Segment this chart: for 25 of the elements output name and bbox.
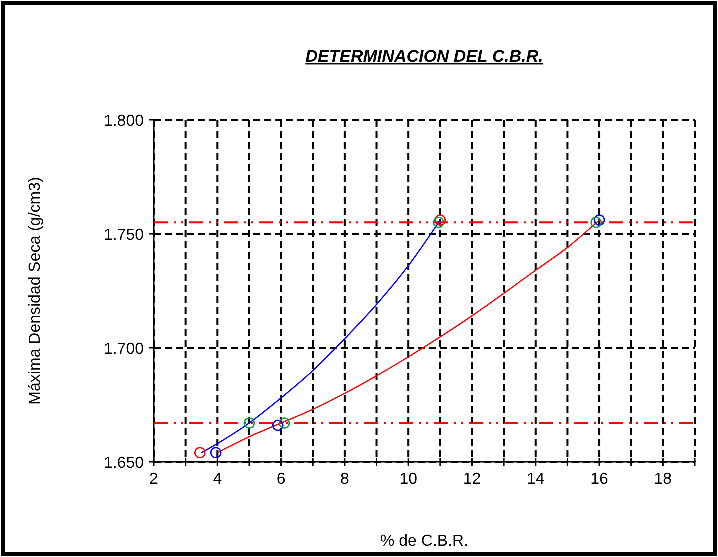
y-tick-label: 1.650: [104, 455, 144, 472]
point: [434, 214, 446, 226]
y-tick-label: 1.800: [104, 113, 144, 130]
x-tick-label: 4: [213, 471, 222, 488]
y-tick-label: 1.750: [104, 227, 144, 244]
point: [278, 418, 290, 429]
x-tick-label: 10: [400, 471, 418, 488]
y-axis-title: Máxima Densidad Seca (g/cm3): [27, 177, 44, 405]
x-tick-label: 14: [526, 471, 545, 488]
point: [433, 216, 444, 228]
point: [210, 447, 222, 459]
point: [594, 214, 606, 226]
x-tick-label: 8: [340, 471, 350, 488]
x-tick-label: 12: [463, 471, 482, 488]
x-axis-title: % de C.B.R.: [380, 533, 469, 550]
y-tick-label: 1.700: [104, 341, 144, 358]
chart-title: DETERMINACION DEL C.B.R.: [306, 47, 544, 66]
x-tick-label: 16: [590, 471, 609, 488]
x-tick-label: 6: [276, 471, 286, 488]
point: [590, 216, 602, 228]
point: [272, 420, 284, 432]
point: [244, 418, 256, 429]
point: [194, 447, 206, 459]
x-tick-label: 18: [654, 471, 672, 488]
x-tick-label: 2: [150, 471, 159, 488]
